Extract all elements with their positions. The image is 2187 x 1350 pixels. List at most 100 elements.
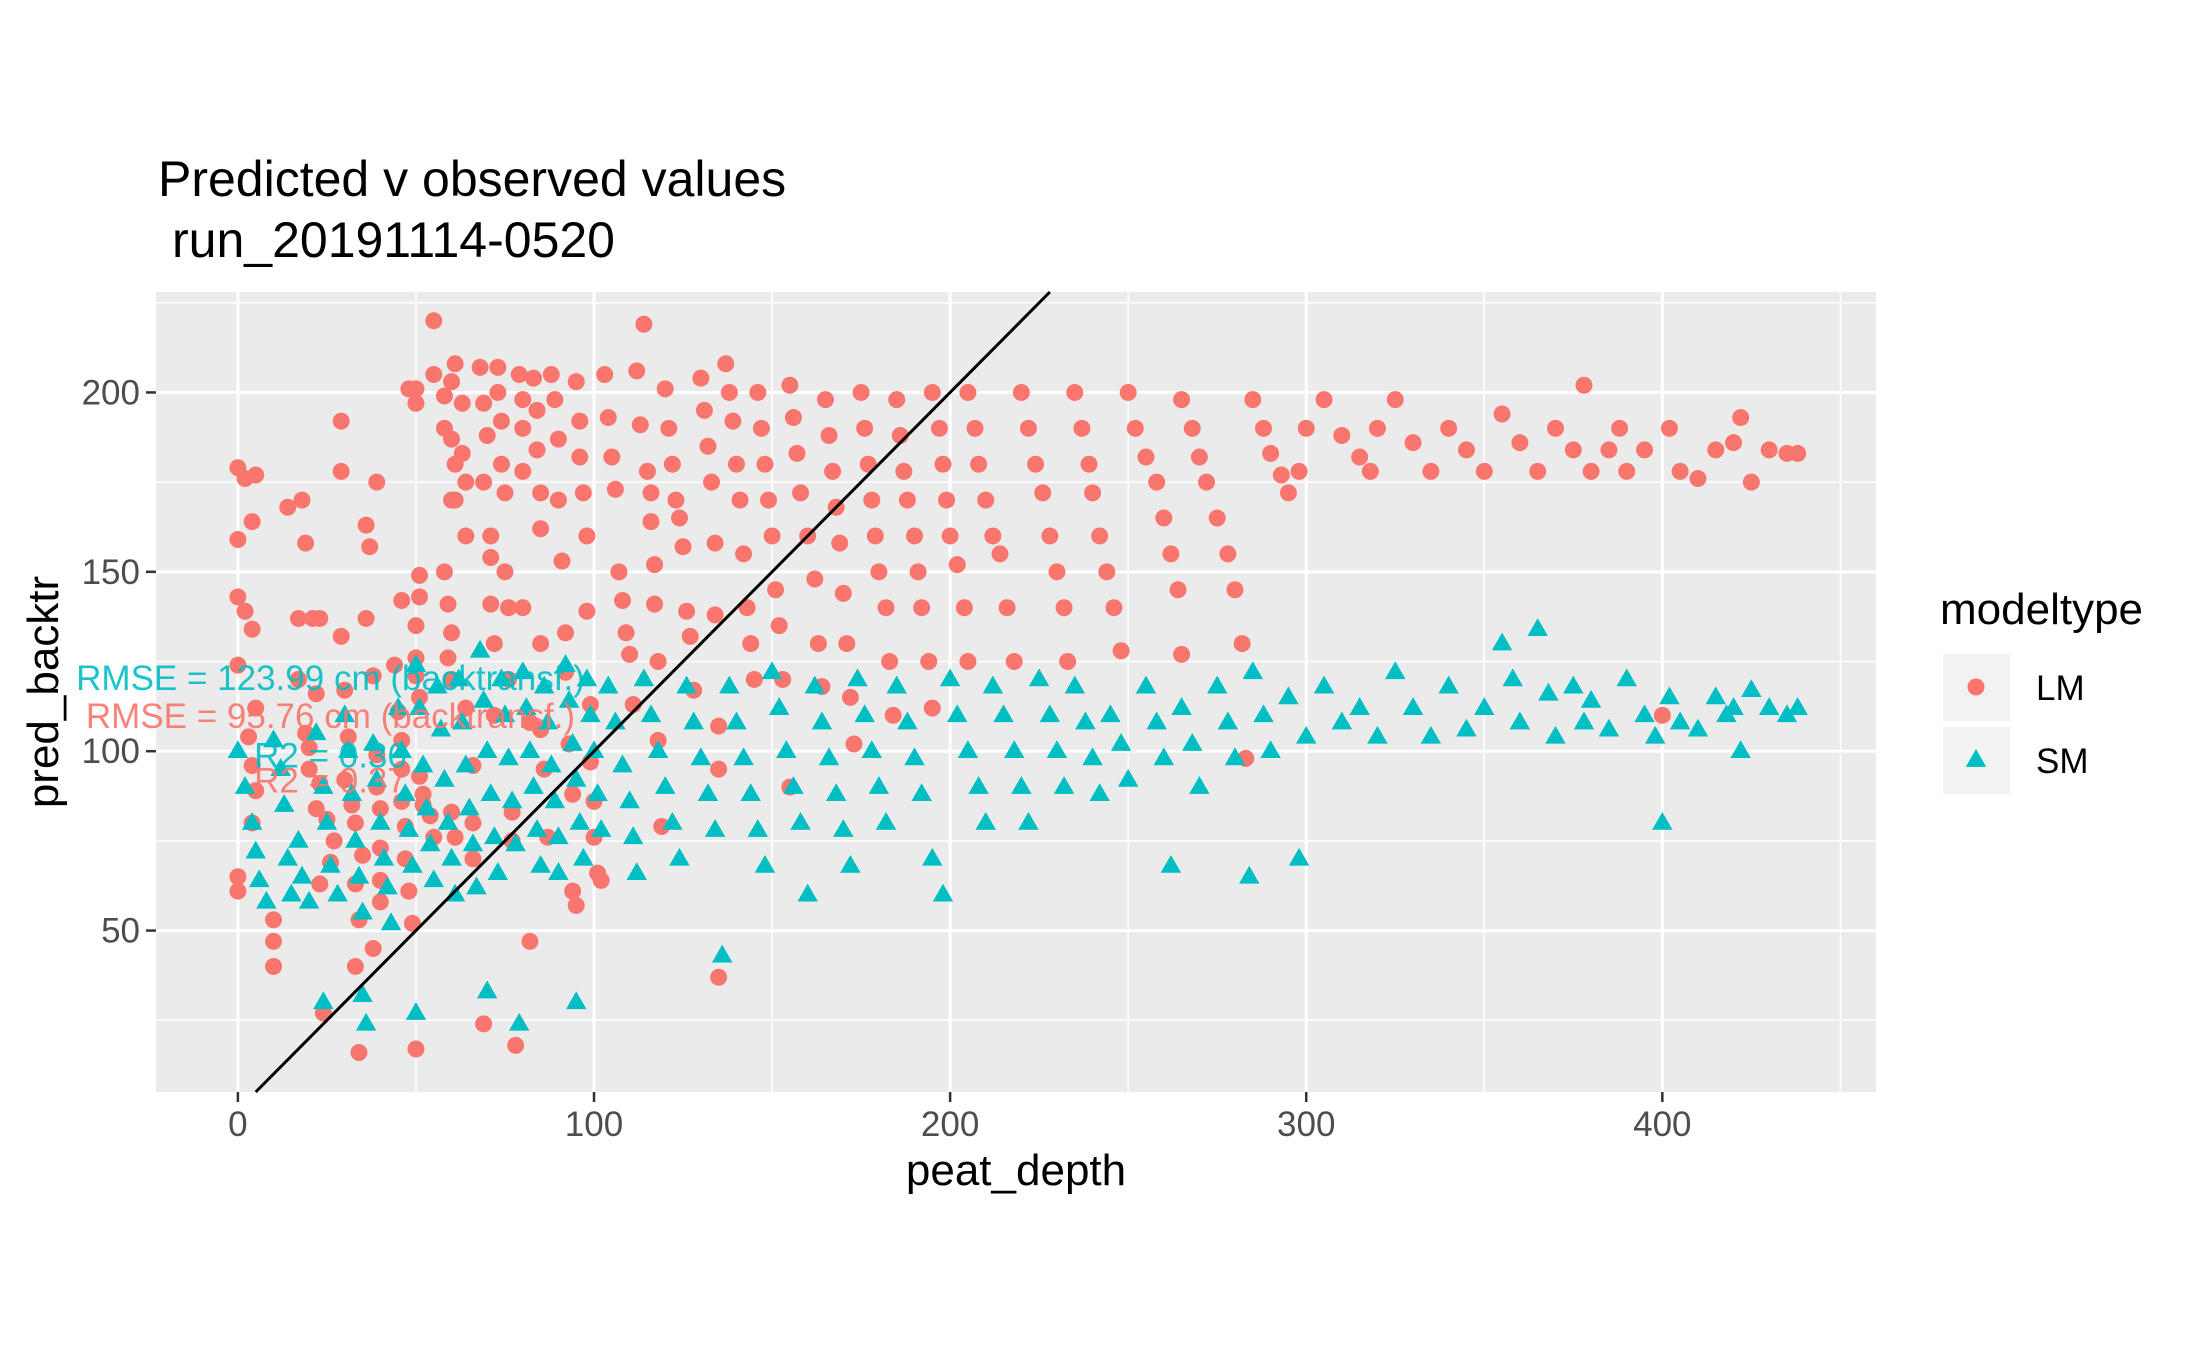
lm-point (1272, 466, 1290, 484)
sm-point (1260, 740, 1281, 759)
y-tick-label: 150 (82, 553, 140, 592)
lm-point (1119, 383, 1137, 401)
lm-point (1041, 527, 1059, 545)
x-axis: 0 100 200 300 400 (228, 1092, 1692, 1144)
sm-point (1182, 733, 1203, 751)
sm-point (1217, 711, 1239, 730)
lm-point (1732, 409, 1750, 427)
lm-point (1084, 484, 1102, 502)
lm-point (446, 355, 464, 373)
sm-point (939, 668, 961, 687)
lm-point (838, 635, 856, 653)
lm-point (1233, 635, 1251, 653)
sm-point (587, 783, 608, 802)
lm-point (571, 412, 589, 430)
lm-point (710, 968, 728, 986)
sm-point (476, 740, 498, 759)
lm-point (809, 635, 827, 653)
sm-point (548, 826, 569, 845)
lm-point (564, 785, 582, 803)
lm-point (265, 911, 283, 929)
sm-point (1089, 783, 1110, 802)
sm-point (633, 668, 655, 687)
lm-point (660, 419, 678, 437)
lm-point (1244, 391, 1262, 409)
lm-point (913, 599, 931, 617)
lm-point (229, 531, 247, 549)
lm-point (435, 563, 453, 581)
lm-point (895, 462, 913, 480)
sm-point (298, 890, 320, 909)
lm-point (1671, 462, 1689, 480)
lm-point (528, 441, 546, 459)
lm-point (435, 387, 453, 405)
sm-point (1385, 661, 1406, 680)
lm-point (955, 599, 973, 617)
sm-point (1573, 711, 1595, 730)
lm-point (934, 455, 952, 473)
sm-point (263, 729, 284, 748)
sm-point (419, 833, 441, 852)
sm-point (459, 797, 480, 816)
lm-point (443, 373, 461, 391)
sm-point (1669, 711, 1691, 730)
lm-point (756, 455, 774, 473)
sm-point (612, 754, 633, 773)
legend-label-lm: LM (2036, 669, 2085, 708)
lm-point (407, 1040, 425, 1058)
sm-point (473, 689, 494, 708)
sm-point (825, 783, 847, 802)
lm-point (514, 419, 532, 437)
sm-point (1776, 704, 1798, 723)
lm-point (845, 735, 863, 753)
x-tick-label: 400 (1633, 1105, 1691, 1144)
sm-point (1730, 740, 1751, 759)
lm-point (354, 846, 372, 864)
lm-point (1169, 581, 1187, 599)
sm-point (1146, 711, 1167, 730)
lm-point (1279, 484, 1297, 502)
lm-point (977, 491, 995, 509)
lm-point (514, 391, 532, 409)
annotation-r2-sm: R2 = 0.36 (254, 736, 407, 775)
sm-point (1758, 697, 1780, 715)
sm-point (533, 675, 555, 694)
lm-point (760, 491, 778, 509)
lm-point (489, 383, 507, 401)
lm-point (532, 484, 550, 502)
sm-point (1545, 725, 1566, 744)
sm-point (697, 783, 719, 802)
sm-point (590, 819, 612, 837)
lm-point (311, 875, 329, 893)
lm-point (1137, 448, 1155, 466)
lm-point (592, 871, 610, 889)
lm-point (1073, 419, 1091, 437)
lm-point (1493, 405, 1511, 423)
sm-point (544, 790, 566, 809)
lm-point (841, 688, 859, 706)
sm-point (1456, 718, 1477, 737)
lm-point (425, 366, 443, 384)
sm-point (270, 758, 291, 776)
x-tick-label: 300 (1277, 1105, 1335, 1144)
lm-point (446, 828, 464, 846)
sm-point (662, 811, 683, 830)
lm-point (243, 757, 261, 775)
sm-point (1491, 632, 1513, 651)
lm-point (831, 534, 849, 552)
lm-point (475, 394, 493, 412)
lm-point (361, 538, 379, 556)
lm-point (1027, 455, 1045, 473)
sm-point (505, 833, 526, 852)
sm-point (733, 747, 754, 766)
lm-point (653, 818, 671, 836)
lm-point (1162, 545, 1180, 563)
sm-point (448, 668, 469, 687)
lm-point (393, 592, 411, 610)
sm-point (690, 747, 712, 766)
lm-point (1660, 419, 1678, 437)
lm-point (628, 362, 646, 380)
sm-point (1046, 740, 1068, 759)
lm-point (368, 473, 386, 491)
